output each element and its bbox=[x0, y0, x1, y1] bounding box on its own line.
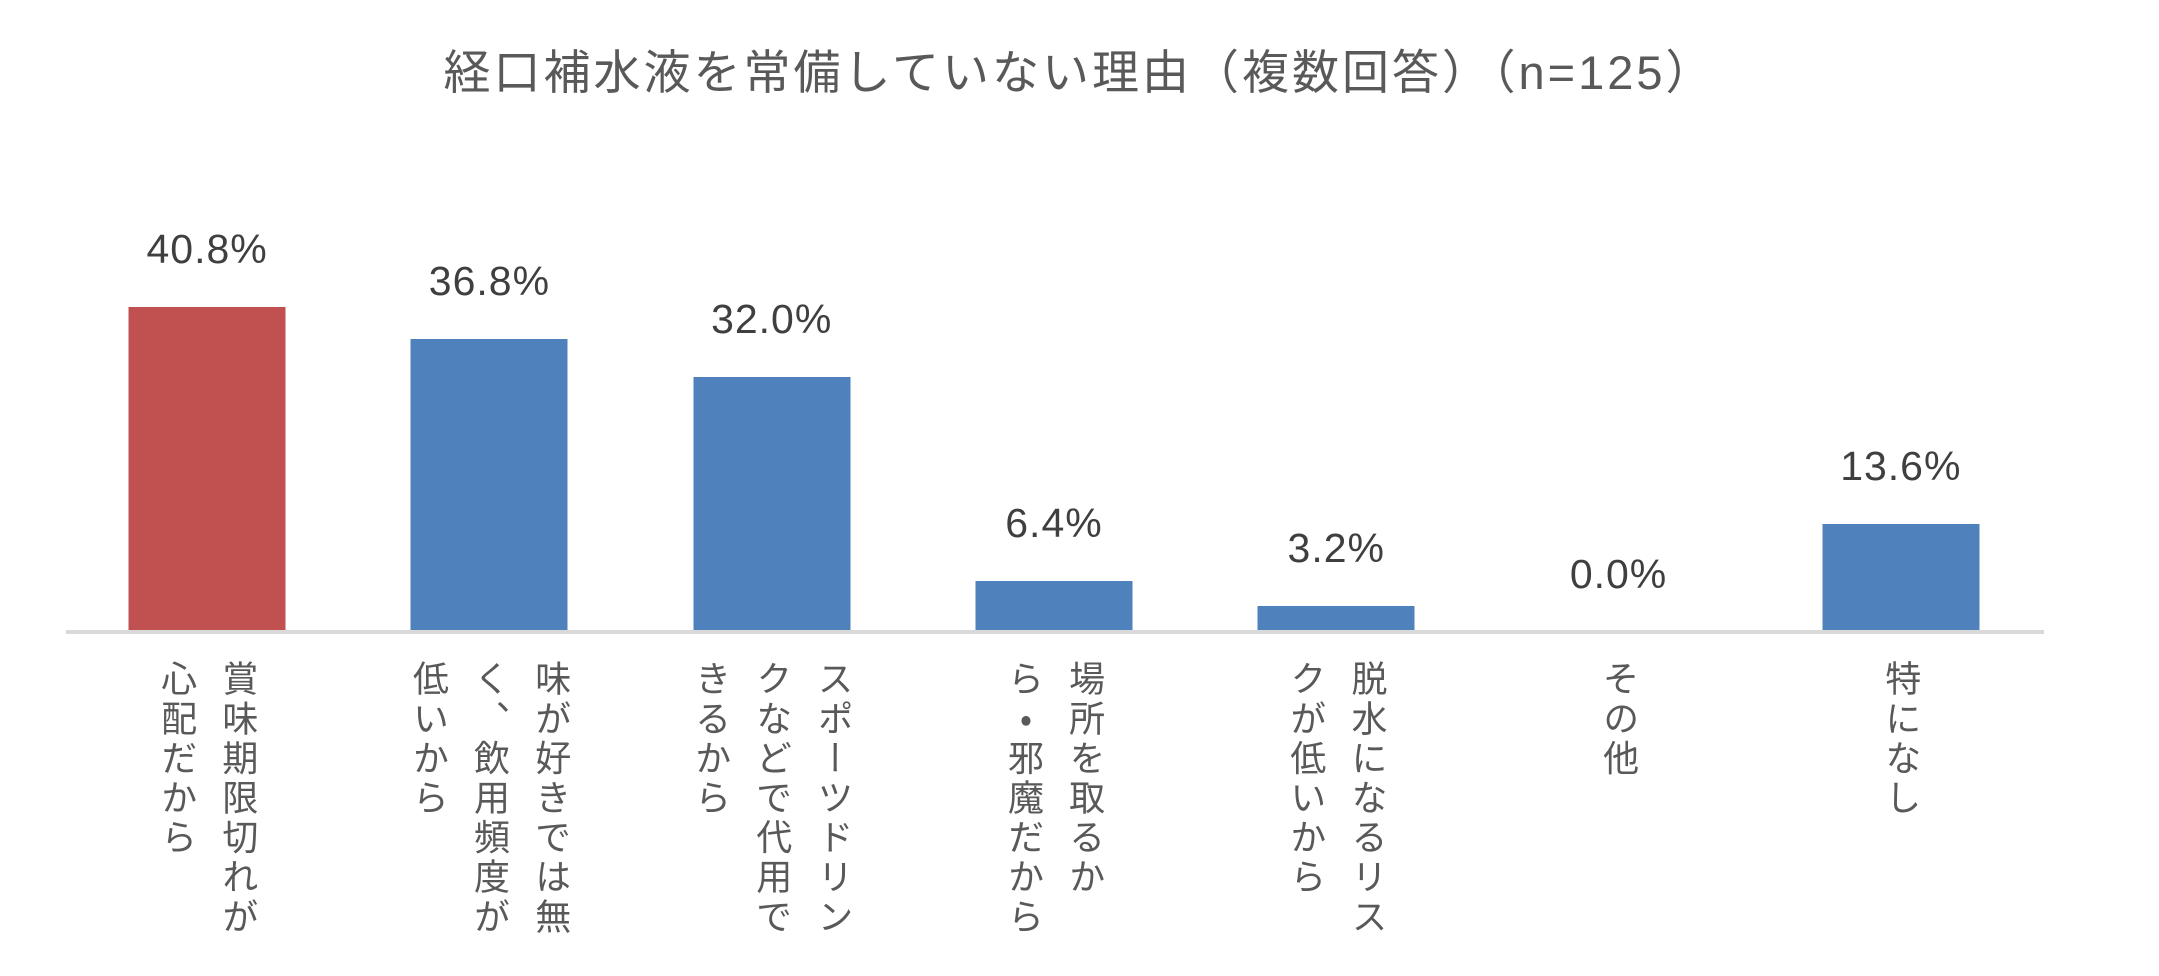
category-label: 場所を取るか ら・邪魔だから bbox=[1002, 660, 1106, 938]
value-label: 32.0% bbox=[711, 296, 833, 342]
category-label-slot: 特になし bbox=[1760, 660, 2042, 976]
bar-slot: 40.8% bbox=[66, 140, 348, 632]
category-label: 味が好きでは無 く、飲用頻度が 低いから bbox=[407, 660, 572, 938]
bar-slot: 6.4% bbox=[913, 140, 1195, 632]
value-label: 13.6% bbox=[1840, 443, 1962, 489]
category-label: 脱水になるリス クが低いから bbox=[1285, 660, 1388, 938]
value-label: 0.0% bbox=[1569, 551, 1668, 597]
category-label-slot: その他 bbox=[1477, 660, 1759, 976]
bar bbox=[1822, 524, 1980, 632]
bar-slot: 36.8% bbox=[348, 140, 630, 632]
bar bbox=[693, 377, 851, 632]
category-label: 特になし bbox=[1880, 660, 1922, 819]
bar-slot: 3.2% bbox=[1195, 140, 1477, 632]
bar-slot: 13.6% bbox=[1760, 140, 2042, 632]
category-axis: 賞味期限切れが 心配だから 味が好きでは無 く、飲用頻度が 低いから スポーツドリン… bbox=[66, 660, 2042, 976]
bar bbox=[975, 581, 1133, 632]
chart-title: 経口補水液を常備していない理由（複数回答）（n=125） bbox=[443, 46, 1716, 99]
bar-slot: 32.0% bbox=[631, 140, 913, 632]
x-axis-line bbox=[66, 630, 2044, 634]
bar bbox=[128, 307, 286, 632]
category-label-slot: 場所を取るか ら・邪魔だから bbox=[913, 660, 1195, 976]
category-label-slot: スポーツドリン クなどで代用で きるから bbox=[631, 660, 913, 976]
category-label: スポーツドリン クなどで代用で きるから bbox=[690, 660, 854, 938]
category-label: その他 bbox=[1598, 660, 1640, 779]
bar-slot: 0.0% bbox=[1477, 140, 1759, 632]
bar bbox=[410, 339, 568, 632]
category-label: 賞味期限切れが 心配だから bbox=[156, 660, 259, 938]
value-label: 6.4% bbox=[1005, 500, 1103, 546]
plot-area: 40.8% 36.8% 32.0% 6.4% 3.2% 0.0% 13.6% bbox=[66, 140, 2042, 632]
category-label-slot: 味が好きでは無 く、飲用頻度が 低いから bbox=[348, 660, 630, 976]
category-label-slot: 脱水になるリス クが低いから bbox=[1195, 660, 1477, 976]
value-label: 36.8% bbox=[428, 258, 551, 304]
category-label-slot: 賞味期限切れが 心配だから bbox=[66, 660, 348, 976]
value-label: 40.8% bbox=[146, 226, 268, 272]
value-label: 3.2% bbox=[1287, 525, 1385, 571]
bar bbox=[1257, 606, 1415, 632]
